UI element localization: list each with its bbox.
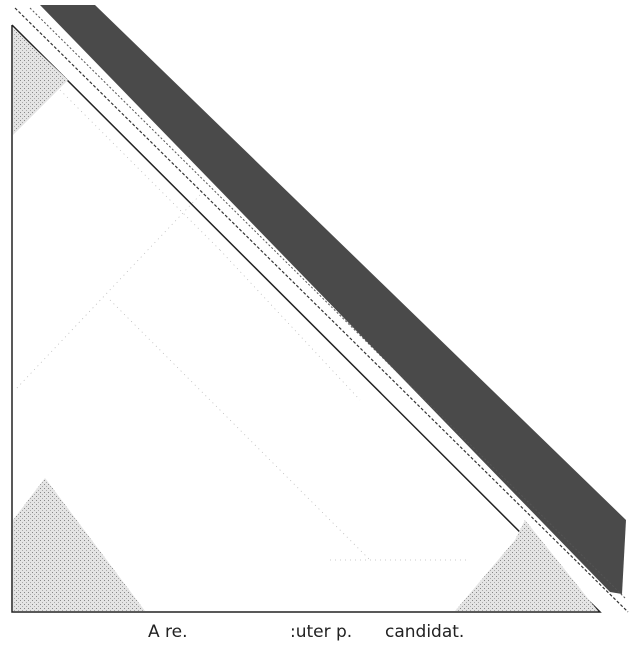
caption-fragment: A re. bbox=[148, 622, 188, 642]
figure: A re. :uter p. candidat. bbox=[0, 0, 636, 647]
caption-fragment: :uter p. bbox=[290, 622, 352, 642]
page: A re. :uter p. candidat. (() => { const … bbox=[0, 0, 636, 647]
caption-fragment: candidat. bbox=[385, 622, 464, 642]
